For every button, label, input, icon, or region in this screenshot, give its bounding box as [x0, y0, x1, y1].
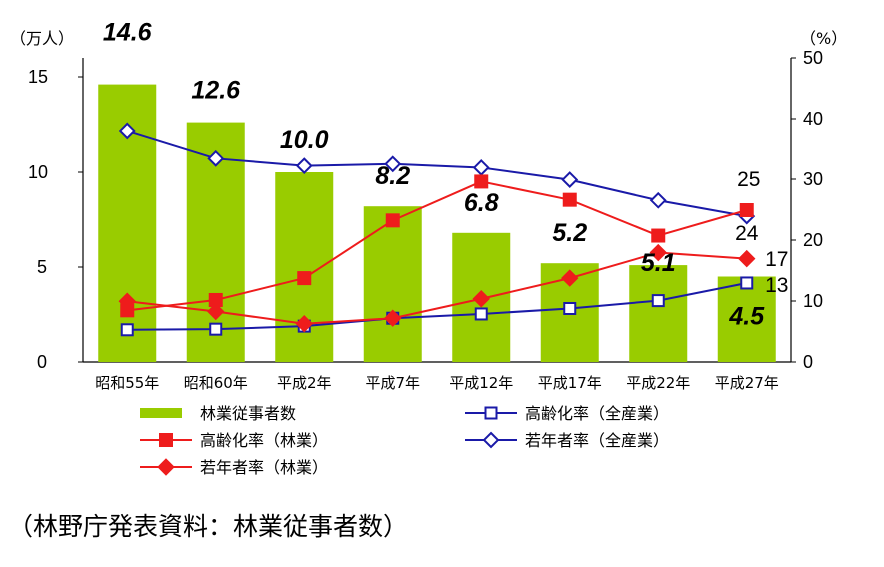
legend-marker	[484, 406, 498, 420]
data-point	[563, 301, 577, 315]
bar-value-label: 12.6	[191, 77, 241, 105]
data-point	[561, 171, 579, 189]
bar-value-label: 14.6	[103, 19, 153, 47]
data-point	[295, 314, 313, 333]
right-tick-label: 50	[803, 48, 823, 68]
data-point	[738, 249, 756, 268]
category-label: 昭和60年	[184, 374, 248, 392]
legend-marker	[159, 433, 173, 447]
category-label: 平成2年	[277, 374, 332, 392]
data-point	[474, 174, 489, 189]
legend-label: 林業従事者数	[200, 404, 296, 423]
data-point	[651, 228, 666, 243]
data-point	[384, 309, 402, 327]
data-point	[295, 157, 313, 175]
legend-marker	[482, 431, 500, 449]
series-line	[126, 130, 747, 218]
right-axis: （%） 0 10 20 30 40 50	[790, 29, 847, 372]
data-point	[120, 323, 134, 337]
data-point	[739, 203, 754, 217]
legend-label: 高齢化率（全産業）	[525, 404, 669, 423]
right-tick-label: 10	[803, 291, 823, 311]
chart: （万人） 0 5 10 15 （%） 0 10 20 30 40 50 昭和55…	[10, 19, 847, 477]
left-tick-label: 0	[37, 352, 47, 372]
bar	[629, 265, 688, 362]
category-label: 平成7年	[365, 374, 420, 392]
data-point	[474, 307, 488, 321]
bar	[717, 276, 776, 362]
bar-value-label: 10.0	[280, 126, 329, 154]
bar-value-label: 5.1	[641, 249, 676, 277]
plot-area: 昭和55年 昭和60年 平成2年 平成7年 平成12年 平成17年 平成22年 平成27年 14…	[95, 19, 788, 392]
left-axis-unit: （万人）	[10, 29, 74, 48]
legend-label: 高齢化率（林業）	[200, 431, 328, 450]
bar	[363, 206, 422, 362]
legend: 林業従事者数 高齢化率（全産業） 高齢化率（林業） 若年者率（全産業） 若年者率（林業）	[140, 404, 669, 477]
right-axis-unit: （%）	[800, 29, 847, 48]
right-tick-label: 20	[803, 230, 823, 250]
left-axis: （万人） 0 5 10 15	[10, 29, 84, 372]
right-tick-label: 30	[803, 169, 823, 189]
right-tick-label: 40	[803, 109, 823, 129]
bar-value-label: 5.2	[552, 219, 587, 247]
series-line	[127, 281, 747, 331]
right-tick-label: 0	[803, 352, 813, 372]
point-value-label: 13	[765, 274, 788, 297]
data-point	[472, 159, 490, 176]
category-label: 平成27年	[715, 374, 779, 392]
point-value-label: 24	[735, 222, 759, 245]
data-point	[561, 269, 579, 287]
data-point	[118, 122, 136, 140]
point-value-label: 17	[765, 248, 788, 271]
data-point	[472, 290, 490, 308]
data-point	[740, 276, 754, 290]
bar	[275, 172, 334, 362]
category-label: 昭和55年	[95, 374, 159, 392]
data-point	[209, 322, 223, 336]
source-note: （林野庁発表資料：林業従事者数）	[8, 512, 409, 541]
category-label: 平成22年	[626, 374, 690, 392]
data-point	[208, 292, 223, 307]
left-tick-label: 10	[28, 162, 48, 182]
left-tick-label: 15	[28, 67, 48, 87]
data-point	[562, 192, 577, 207]
data-point	[649, 191, 667, 209]
series-line	[127, 251, 747, 325]
category-label: 平成12年	[449, 374, 513, 392]
bar-value-label: 4.5	[728, 303, 765, 331]
bar-value-label: 6.8	[464, 189, 499, 217]
legend-swatch	[140, 408, 182, 418]
legend-label: 若年者率（林業）	[200, 458, 328, 477]
data-point	[385, 213, 400, 228]
legend-marker	[157, 458, 175, 476]
data-point	[297, 271, 312, 286]
category-label: 平成17年	[538, 374, 602, 392]
data-point	[207, 149, 225, 167]
data-point	[651, 294, 665, 308]
series-line	[127, 180, 748, 312]
data-point	[120, 303, 135, 318]
data-point	[649, 243, 667, 262]
point-value-label: 25	[737, 168, 760, 191]
left-tick-label: 5	[37, 257, 47, 277]
data-point	[384, 155, 402, 173]
bar-value-label: 8.2	[375, 162, 410, 190]
legend-label: 若年者率（全産業）	[525, 431, 669, 450]
data-point	[207, 302, 225, 321]
